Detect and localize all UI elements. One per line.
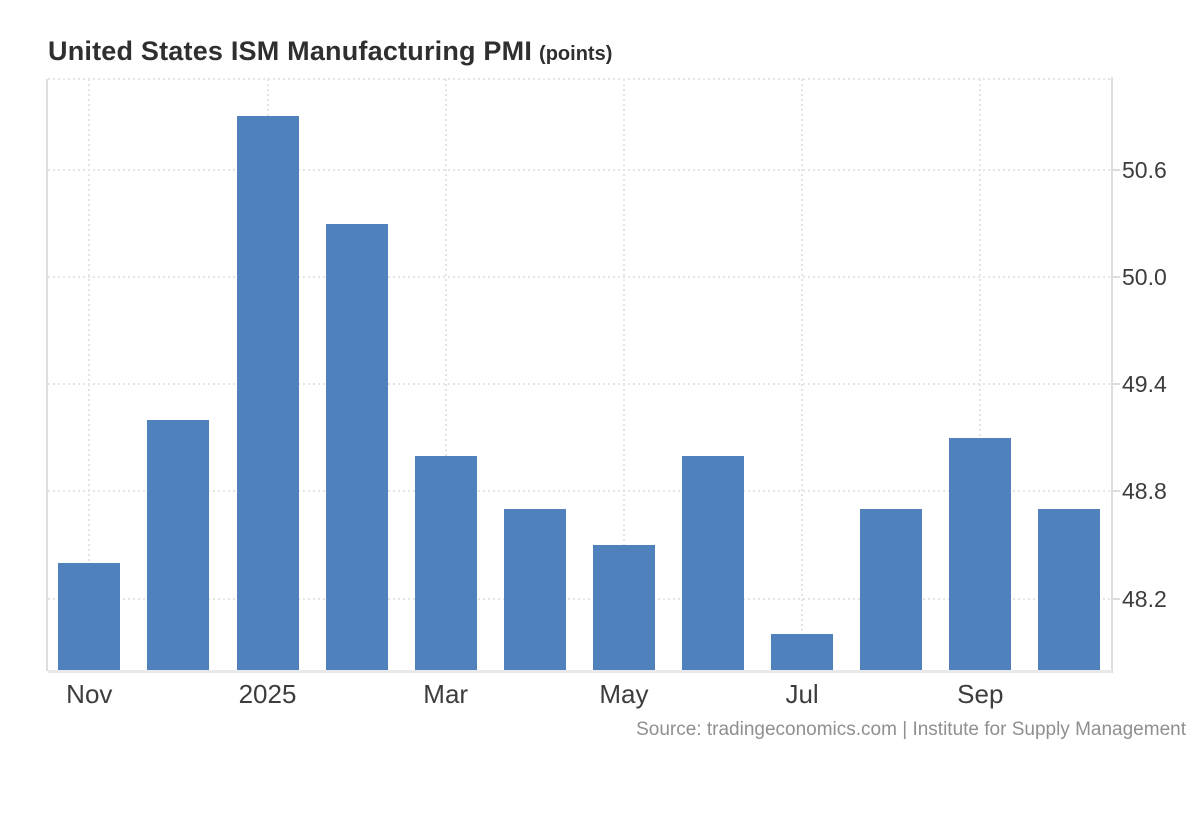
y-tick-mark-50 <box>1113 276 1120 279</box>
vertical-gridline-sep <box>979 79 982 670</box>
chart-title: United States ISM Manufacturing PMI (poin… <box>48 36 612 67</box>
y-tick-mark-48.2 <box>1113 597 1120 600</box>
x-axis-label-may: May <box>599 679 649 709</box>
x-axis-label-2025: 2025 <box>238 679 297 709</box>
horizontal-gridline-48.8 <box>48 490 1112 493</box>
bar-jul-2025[interactable] <box>771 634 834 670</box>
bar-aug-2025[interactable] <box>860 509 923 670</box>
source-attribution: Source: tradingeconomics.com | Institute… <box>636 719 1186 740</box>
y-axis-label-49.4: 49.4 <box>1122 371 1167 398</box>
bar-jun-2025[interactable] <box>682 455 744 670</box>
bar-jan-2025[interactable] <box>236 116 299 670</box>
y-axis-label-50.6: 50.6 <box>1122 157 1167 184</box>
horizontal-gridline-50.6 <box>48 169 1112 172</box>
x-axis-label-jul: Jul <box>785 679 819 709</box>
bar-nov-2024[interactable] <box>58 562 121 670</box>
bar-may-2025[interactable] <box>592 545 655 670</box>
chart-title-text: United States ISM Manufacturing PMI <box>48 36 533 66</box>
y-tick-mark-50.6 <box>1113 169 1120 172</box>
bar-apr-2025[interactable] <box>503 509 566 670</box>
y-axis-label-50: 50.0 <box>1122 264 1167 291</box>
vertical-gridline-mar <box>444 79 447 670</box>
bar-dec-2024[interactable] <box>147 420 210 670</box>
vertical-gridline-jul <box>801 79 804 670</box>
bar-feb-2025[interactable] <box>325 223 388 670</box>
y-axis-line-right <box>1111 77 1113 673</box>
bar-oct-2025[interactable] <box>1038 509 1101 670</box>
y-axis-line-left <box>46 79 48 671</box>
y-axis-label-48.8: 48.8 <box>1122 478 1167 505</box>
x-axis-label-sep: Sep <box>957 679 1004 709</box>
plot-top-border <box>48 78 1112 80</box>
vertical-gridline-may <box>622 79 625 670</box>
y-axis-label-48.2: 48.2 <box>1122 585 1167 612</box>
horizontal-gridline-48.2 <box>48 597 1112 600</box>
horizontal-gridline-49.4 <box>48 383 1112 386</box>
bar-mar-2025[interactable] <box>414 455 477 670</box>
y-tick-mark-48.8 <box>1113 490 1120 493</box>
x-axis-label-mar: Mar <box>423 679 469 709</box>
y-tick-mark-49.4 <box>1113 383 1120 386</box>
plot-area <box>48 79 1112 670</box>
x-axis-line <box>48 670 1112 673</box>
bar-sep-2025[interactable] <box>949 437 1012 670</box>
x-axis-label-nov: Nov <box>66 679 113 709</box>
chart-title-unit: (points) <box>539 43 613 65</box>
vertical-gridline-nov <box>88 79 91 670</box>
horizontal-gridline-50 <box>48 276 1112 279</box>
